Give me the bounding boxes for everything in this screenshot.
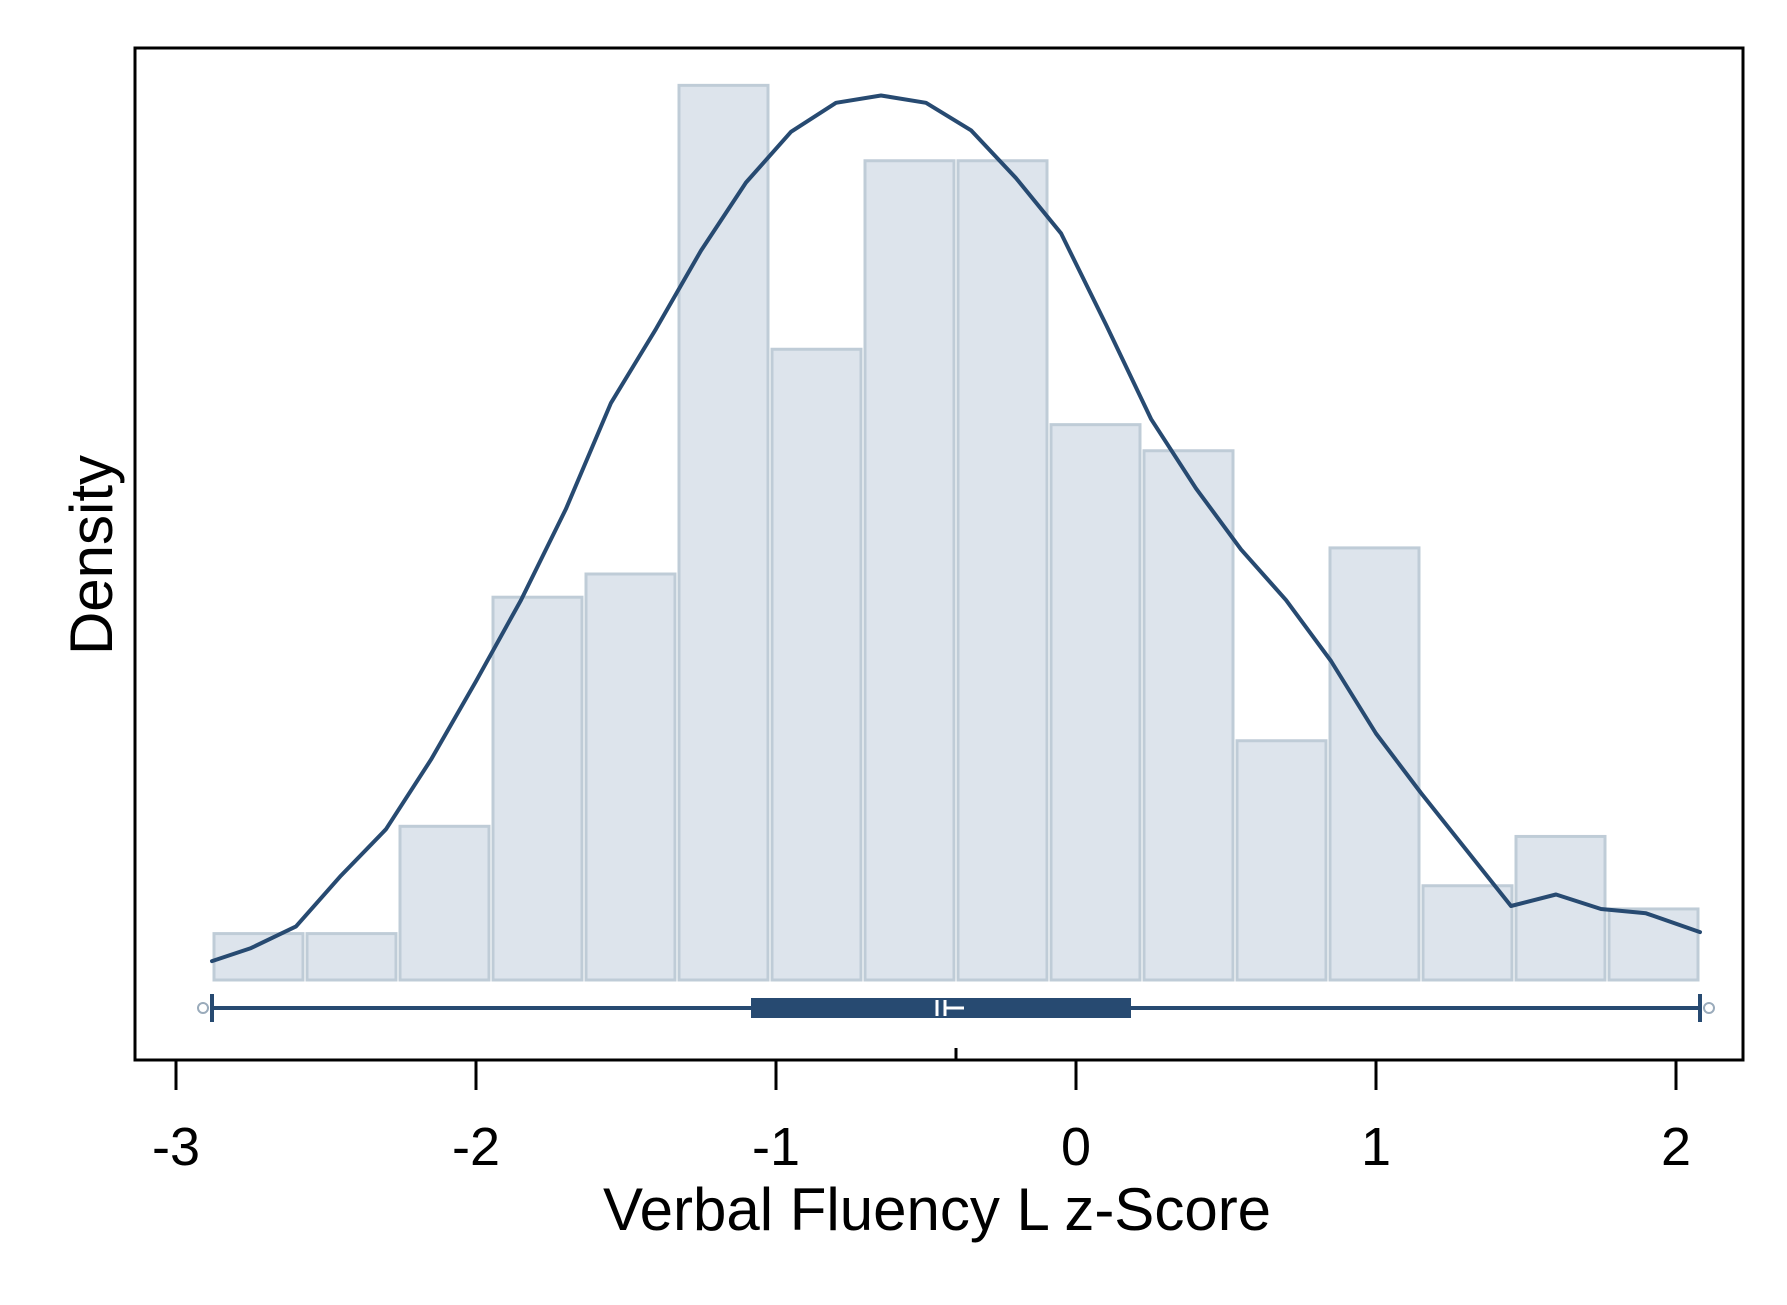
boxplot-outlier-min: [197, 1002, 209, 1014]
x-tick-label: -3: [152, 1117, 200, 1177]
histogram-bar-6: [677, 83, 770, 982]
histogram-bar-8: [863, 159, 956, 982]
histogram-bar-4: [491, 595, 584, 982]
boxplot-layer: [197, 994, 1715, 1060]
x-axis-label: Verbal Fluency L z-Score: [603, 1176, 1271, 1243]
histogram-bar-16: [1607, 907, 1700, 982]
x-axis: -3 -2 -1 0 1 2: [152, 1060, 1691, 1177]
histogram-bar-15: [1514, 834, 1607, 982]
x-tick-label: -1: [752, 1117, 800, 1177]
histogram-bar-13: [1328, 546, 1421, 982]
x-tick-label: 1: [1361, 1117, 1391, 1177]
histogram-bar-14: [1421, 884, 1514, 982]
y-axis-label: Density: [58, 455, 125, 655]
histogram-bar-9: [956, 159, 1049, 982]
density-curve-layer: [210, 93, 1702, 964]
plot-frame: [133, 46, 1745, 1062]
histogram-bar-3: [398, 824, 491, 982]
density-curve: [210, 93, 1702, 964]
histogram-bar-7: [770, 347, 863, 982]
boxplot-outlier-max: [1703, 1002, 1715, 1014]
histogram-bar-12: [1235, 739, 1328, 982]
histogram-bar-10: [1049, 423, 1142, 982]
x-tick-label: -2: [452, 1117, 500, 1177]
x-tick-label: 2: [1661, 1117, 1691, 1177]
boxplot-box: [751, 998, 1131, 1018]
histogram-bar-2: [305, 932, 398, 982]
histogram-bar-5: [584, 572, 677, 982]
histogram-bars: [212, 83, 1700, 982]
x-tick-label: 0: [1061, 1117, 1091, 1177]
histogram-bar-11: [1142, 449, 1235, 982]
